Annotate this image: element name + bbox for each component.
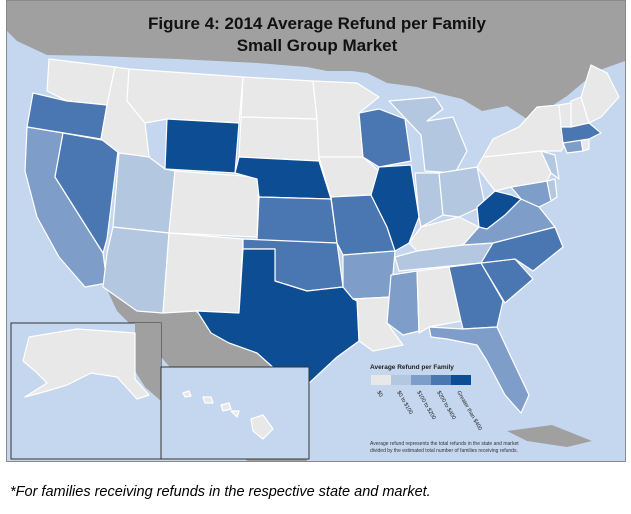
cuba-landmass xyxy=(507,425,592,447)
state-wisconsin[interactable] xyxy=(358,108,412,168)
state-alaska[interactable] xyxy=(22,328,150,400)
state-vermont[interactable] xyxy=(558,102,572,128)
footnote: *For families receiving refunds in the r… xyxy=(10,484,431,500)
state-colorado[interactable] xyxy=(168,170,260,238)
state-delaware[interactable] xyxy=(546,178,558,202)
legend-title: Average Refund per Family xyxy=(370,364,454,371)
state-montana[interactable] xyxy=(126,68,244,124)
legend-note-line-2: divided by the estimated total number of… xyxy=(370,448,518,454)
map-frame: Figure 4: 2014 Average Refund per Family… xyxy=(6,0,626,462)
state-illinois[interactable] xyxy=(370,164,420,252)
state-michigan[interactable] xyxy=(388,96,468,174)
state-rhode-island[interactable] xyxy=(580,138,590,152)
state-hawaii[interactable] xyxy=(182,390,274,440)
state-arkansas[interactable] xyxy=(342,250,396,300)
us-refund-map: Figure 4: 2014 Average Refund per Family… xyxy=(7,1,625,461)
legend-note-line-1: Average refund represents the total refu… xyxy=(370,441,519,447)
state-indiana[interactable] xyxy=(414,172,444,228)
state-maine[interactable] xyxy=(580,64,620,124)
state-kansas[interactable] xyxy=(256,196,338,244)
legend-swatch-1 xyxy=(391,375,411,385)
state-florida[interactable] xyxy=(428,326,530,414)
state-new-mexico[interactable] xyxy=(162,232,244,314)
map-title-line-1: Figure 4: 2014 Average Refund per Family xyxy=(148,14,486,33)
legend-swatch-3 xyxy=(431,375,451,385)
map-title-line-2: Small Group Market xyxy=(237,36,398,55)
alaska-canada-landmass xyxy=(135,323,161,401)
state-new-jersey[interactable] xyxy=(540,150,560,180)
alaska-inset xyxy=(10,322,162,460)
legend-swatch-4 xyxy=(451,375,471,385)
states-layer xyxy=(24,58,620,414)
legend-label-0: $0 xyxy=(375,390,383,398)
state-mississippi[interactable] xyxy=(386,270,420,336)
legend-swatch-2 xyxy=(411,375,431,385)
state-north-dakota[interactable] xyxy=(240,76,318,120)
state-south-dakota[interactable] xyxy=(238,116,320,162)
legend-swatch-0 xyxy=(371,375,391,385)
state-ohio[interactable] xyxy=(438,166,486,218)
state-alabama[interactable] xyxy=(416,266,462,334)
state-wyoming[interactable] xyxy=(164,118,240,174)
canada-landmass xyxy=(7,1,625,119)
hawaii-inset xyxy=(160,366,310,460)
state-west-virginia[interactable] xyxy=(476,190,522,230)
